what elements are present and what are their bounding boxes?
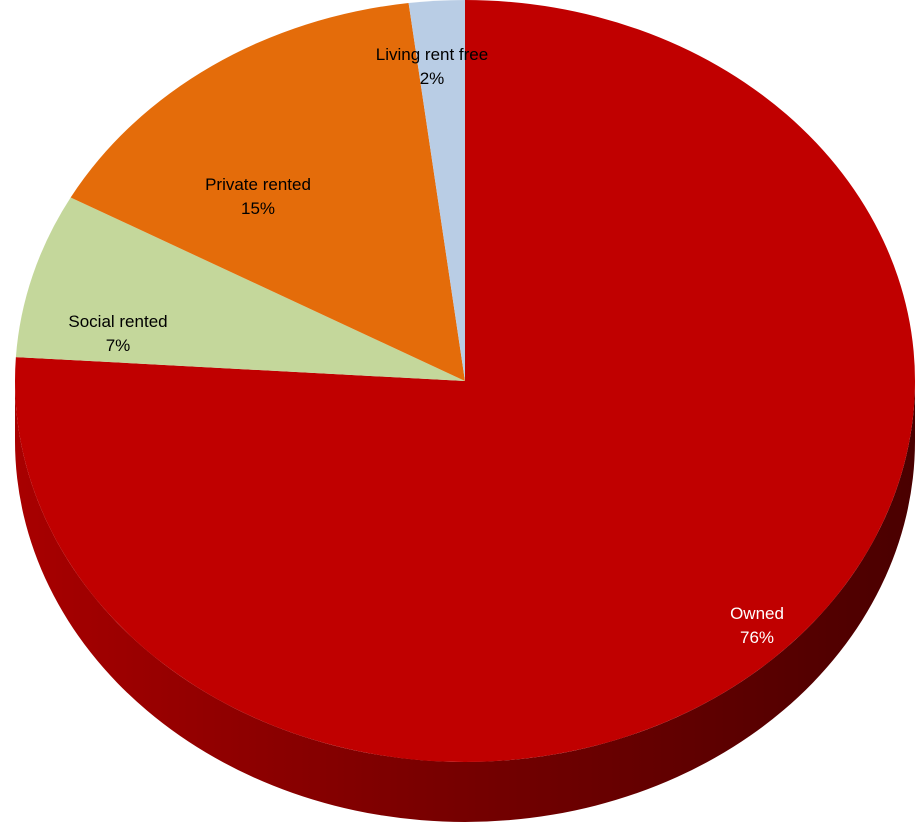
data-label: Private rented 15%	[205, 175, 311, 218]
pie-slice-private-rented	[70, 3, 466, 381]
pie-slice-owned	[15, 0, 915, 762]
data-label: Living rent free 2%	[376, 45, 488, 88]
pie-slice-social-rented	[15, 197, 466, 381]
data-label: Owned 76%	[730, 604, 784, 647]
pie-depth	[15, 381, 915, 822]
pie-slices	[15, 0, 915, 762]
pie-side	[15, 381, 915, 822]
data-label: Social rented 7%	[68, 312, 167, 355]
pie-slice-living-rent-free	[408, 0, 465, 381]
pie-labels: Owned 76% Social rented 7% Private rented 15%…	[68, 45, 784, 647]
